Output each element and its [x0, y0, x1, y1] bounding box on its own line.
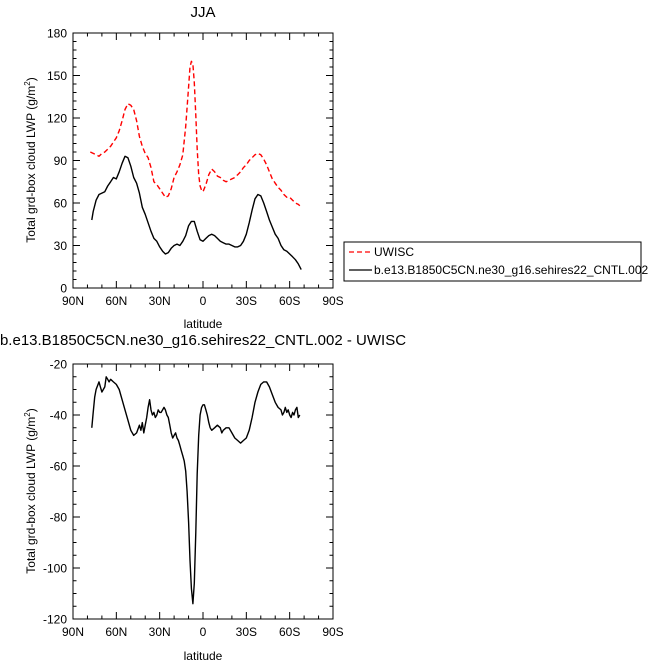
- series-line-uwisc: [89, 60, 301, 207]
- legend-label-model: b.e13.B1850C5CN.ne30_g16.sehires22_CNTL.…: [374, 263, 649, 277]
- y-tick-label: 180: [47, 27, 67, 41]
- x-tick-label: 90N: [62, 625, 84, 639]
- y-tick-labels: 0 30 60 90 120 150 180: [47, 27, 67, 296]
- y-tick-labels: -120 -100 -80 -60 -40 -20: [43, 358, 67, 627]
- y-axis-label-superscript: 2: [23, 81, 32, 86]
- x-axis-label: latitude: [184, 317, 223, 331]
- x-tick-label: 90S: [322, 625, 343, 639]
- axis-ticks: [72, 32, 334, 289]
- x-tick-label: 60N: [105, 294, 127, 308]
- plot-frame: [72, 32, 334, 289]
- lwp-difference-chart: b.e13.B1850C5CN.ne30_g16.sehires22_CNTL.…: [0, 332, 406, 663]
- y-tick-label: -100: [43, 562, 67, 576]
- x-tick-label: 30S: [236, 625, 257, 639]
- x-tick-label: 90S: [322, 294, 343, 308]
- x-tick-label: 30N: [149, 294, 171, 308]
- x-tick-label: 0: [200, 625, 207, 639]
- x-tick-labels: 90N 60N 30N 0 30S 60S 90S: [62, 294, 344, 308]
- y-tick-label: -80: [50, 511, 68, 525]
- y-axis-label: Total grd-box cloud LWP (g/m2): [23, 77, 38, 242]
- x-tick-label: 60S: [279, 625, 300, 639]
- legend-label-uwisc: UWISC: [374, 245, 414, 259]
- x-tick-label: 90N: [62, 294, 84, 308]
- y-tick-label: -60: [50, 460, 68, 474]
- series-lines: [89, 60, 302, 270]
- x-tick-label: 30N: [149, 625, 171, 639]
- series-lines: [91, 376, 301, 605]
- y-axis-label-end: ): [24, 408, 38, 412]
- y-tick-label: 120: [47, 112, 67, 126]
- y-tick-label: 90: [54, 154, 68, 168]
- x-tick-labels: 90N 60N 30N 0 30S 60S 90S: [62, 625, 344, 639]
- legend: UWISC b.e13.B1850C5CN.ne30_g16.sehires22…: [343, 241, 649, 282]
- y-tick-label: 30: [54, 239, 68, 253]
- y-tick-label: -120: [43, 613, 67, 627]
- y-axis-label: Total grd-box cloud LWP (g/m2): [23, 408, 38, 573]
- y-tick-label: 150: [47, 69, 67, 83]
- x-tick-label: 60S: [279, 294, 300, 308]
- y-tick-label: 0: [60, 282, 67, 296]
- y-axis-label-main: Total grd-box cloud LWP (g/m: [24, 417, 38, 574]
- x-tick-label: 30S: [236, 294, 257, 308]
- y-axis-label-superscript: 2: [23, 412, 32, 417]
- x-axis-label: latitude: [184, 649, 223, 663]
- y-tick-label: -20: [50, 358, 68, 372]
- y-tick-label: 60: [54, 197, 68, 211]
- y-tick-label: -40: [50, 409, 68, 423]
- series-line-b-e13-b1850c5cn-ne30-g16-sehires22-cntl-002: [91, 155, 302, 270]
- legend-box: [343, 241, 642, 282]
- plot-frame: [72, 363, 334, 620]
- chart-title: JJA: [190, 4, 215, 21]
- lwp-chart-jja: JJA 0 30 60 90 120 150 180 90N 60N 30N 0 30S 60S 90S…: [23, 4, 344, 331]
- y-axis-label-end: ): [24, 77, 38, 81]
- series-line-difference: [91, 376, 301, 605]
- axis-ticks: [72, 363, 334, 620]
- x-tick-label: 0: [200, 294, 207, 308]
- y-axis-label-main: Total grd-box cloud LWP (g/m: [24, 86, 38, 243]
- x-tick-label: 60N: [105, 625, 127, 639]
- chart-title: b.e13.B1850C5CN.ne30_g16.sehires22_CNTL.…: [0, 332, 406, 349]
